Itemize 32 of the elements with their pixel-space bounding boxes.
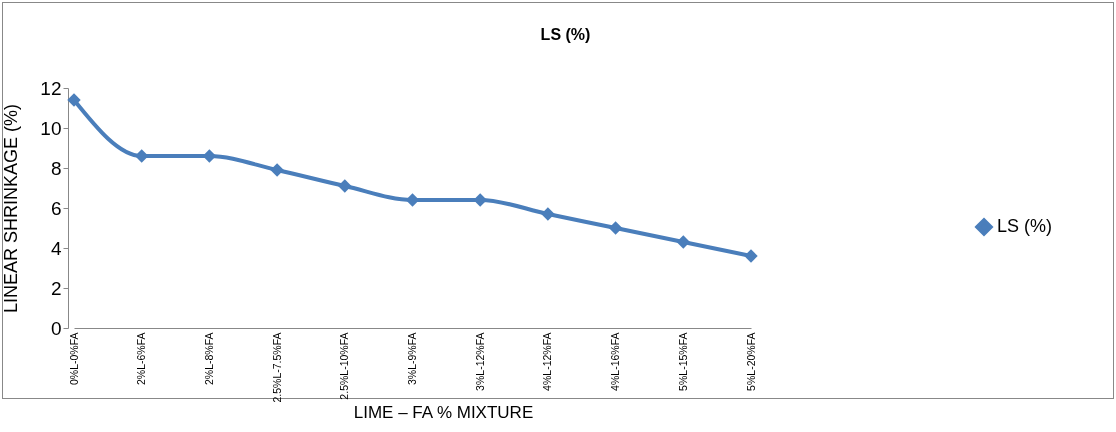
point xyxy=(608,221,623,235)
point xyxy=(541,207,555,221)
x-tick-label: 3%L-9%FA xyxy=(406,332,418,386)
point xyxy=(67,93,81,107)
x-tick-label: 2.5%L-10%FA xyxy=(338,332,351,400)
x-tick-label: 2%L-8%FA xyxy=(202,332,215,386)
x-axis-title: LIME – FA % MIXTURE xyxy=(353,402,534,422)
legend-label: LS (%) xyxy=(997,216,1053,236)
point xyxy=(676,235,691,249)
x-tick-label: 5%L-20%FA xyxy=(744,332,757,391)
x-tick-label: 0%L-0%FA xyxy=(67,332,80,386)
x-tick-label: 4%L-12%FA xyxy=(541,332,554,391)
y-axis-title: LINEAR SHRINKAGE (%) xyxy=(0,103,21,314)
point xyxy=(338,179,352,193)
y-tick-label: 6 xyxy=(50,197,62,219)
x-tick-label: 3%L-12%FA xyxy=(473,332,486,391)
x-tick-label: 2%L-6%FA xyxy=(135,332,148,386)
point xyxy=(270,163,284,177)
y-tick-label: 2 xyxy=(50,277,62,299)
y-tick-label: 0 xyxy=(50,317,62,339)
y-tick-label: 8 xyxy=(50,157,62,179)
y-tick-label: 4 xyxy=(50,237,62,259)
x-tick-label: 5%L-15%FA xyxy=(676,332,689,391)
y-tick-label: 12 xyxy=(40,77,62,99)
x-tick-label: 4%L-16%FA xyxy=(609,332,622,391)
point xyxy=(202,149,217,163)
point xyxy=(134,149,149,163)
chart-title: LS (%) xyxy=(540,26,591,43)
point xyxy=(473,193,487,207)
y-tick-label: 10 xyxy=(40,117,62,139)
x-tick-label: 2.5%L-7.5%FA xyxy=(270,332,283,403)
point xyxy=(744,249,758,263)
